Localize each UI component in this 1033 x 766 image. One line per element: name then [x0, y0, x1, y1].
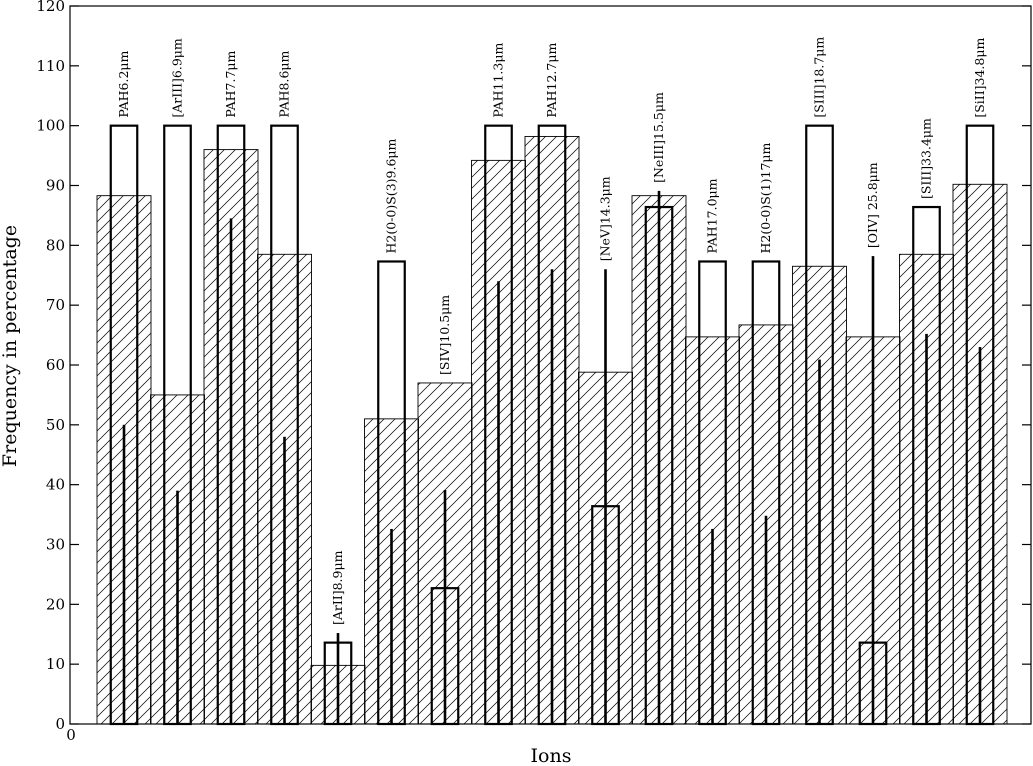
bar-line — [818, 359, 821, 724]
y-tick-label: 80 — [46, 236, 65, 254]
y-tick-label: 60 — [46, 356, 65, 374]
y-tick-label: 10 — [46, 655, 65, 673]
ion-label: PAH6.2μm — [116, 50, 131, 117]
bar-line — [229, 218, 233, 725]
y-tick-label: 20 — [46, 595, 65, 613]
y-tick-label: 90 — [46, 177, 65, 195]
line-bars-group — [122, 190, 982, 725]
bar-line — [764, 515, 768, 724]
y-tick-label: 120 — [36, 0, 65, 15]
bar-line — [604, 269, 607, 724]
ion-label: PAH8.6μm — [277, 50, 292, 117]
bar-line — [711, 528, 714, 724]
ion-label: PAH17.0μm — [705, 178, 720, 253]
y-tick-label: 100 — [36, 117, 65, 135]
bar-line — [443, 490, 447, 724]
ion-label: [SIII]33.4μm — [919, 118, 934, 199]
bar-line — [336, 633, 340, 724]
y-tick-label: 110 — [36, 57, 65, 75]
y-tick-label: 70 — [46, 296, 65, 314]
ion-label: [SiII]34.8μm — [972, 38, 987, 118]
y-axis: 0 10 20 30 40 50 60 70 80 90 100 110 120 — [36, 0, 1031, 733]
ion-label: H2(0-0)S(3)9.6μm — [384, 138, 399, 253]
x-origin-label: 0 — [66, 726, 76, 744]
x-axis-title: Ions — [531, 745, 572, 766]
ion-label: [NeIII]15.5μm — [651, 92, 666, 183]
ion-label: PAH11.3μm — [491, 43, 506, 118]
ion-label: PAH7.7μm — [223, 50, 238, 117]
ion-label: PAH12.7μm — [544, 43, 559, 118]
ion-label: H2(0-0)S(1)17μm — [758, 142, 773, 253]
bar-line — [978, 347, 982, 724]
y-tick-label: 50 — [46, 416, 65, 434]
bar-line — [871, 256, 875, 724]
bar-line — [283, 436, 286, 724]
ion-labels-group: PAH6.2μm [ArIII]6.9μm PAH7.7μm PAH8.6μm [ArI… — [116, 37, 987, 625]
bar-line — [550, 269, 554, 724]
ion-label: [ArII]8.9μm — [330, 550, 345, 625]
bar-line — [390, 528, 393, 724]
bar-line — [925, 333, 928, 724]
bar-line — [657, 190, 661, 724]
y-axis-title: Frequency in percentage — [0, 225, 21, 467]
y-tick-label: 30 — [46, 536, 65, 554]
ion-label: [SIII]18.7μm — [812, 37, 827, 118]
y-tick-label: 40 — [46, 476, 65, 494]
y-tick-label: 0 — [55, 715, 65, 733]
ion-label: [OIV] 25.8μm — [865, 162, 880, 248]
ion-label: [SIV]10.5μm — [437, 295, 452, 375]
bar-line — [176, 490, 179, 724]
ion-label: [NeV]14.3μm — [598, 176, 613, 261]
bar-line — [122, 424, 126, 724]
bar-line — [497, 281, 500, 724]
ion-label: [ArIII]6.9μm — [170, 38, 185, 118]
